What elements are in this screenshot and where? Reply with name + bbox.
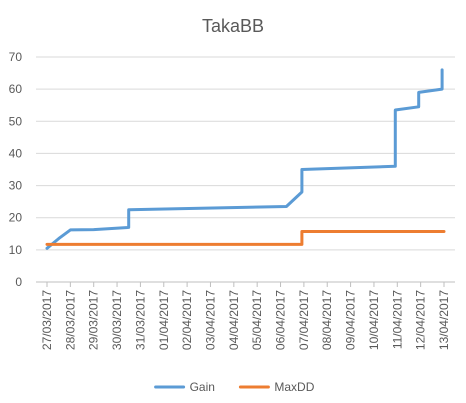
legend-label: Gain — [190, 380, 215, 394]
x-tick-label: 31/03/2017 — [133, 290, 147, 350]
series-line-gain — [45, 68, 444, 250]
x-tick-label: 05/04/2017 — [250, 290, 264, 350]
x-tick-label: 12/04/2017 — [414, 290, 428, 350]
x-tick-label: 08/04/2017 — [320, 290, 334, 350]
y-axis: 0 10 20 30 40 50 60 70 — [9, 50, 23, 289]
x-tick-label: 29/03/2017 — [87, 290, 101, 350]
y-tick-label: 30 — [9, 179, 23, 193]
y-tick-label: 10 — [9, 243, 23, 257]
legend-item-gain: Gain — [154, 380, 215, 394]
x-tick-label: 13/04/2017 — [437, 290, 451, 350]
x-tick-label: 28/03/2017 — [63, 290, 77, 350]
x-tick-label: 27/03/2017 — [40, 290, 54, 350]
x-tick-label: 03/04/2017 — [203, 290, 217, 350]
x-tick-label: 04/04/2017 — [227, 290, 241, 350]
legend: Gain MaxDD — [154, 380, 315, 394]
series-layer — [45, 68, 446, 250]
x-tick-label: 11/04/2017 — [390, 290, 404, 349]
x-tick-label: 02/04/2017 — [180, 290, 194, 350]
legend-item-maxdd: MaxDD — [238, 380, 315, 394]
chart-title: TakaBB — [202, 16, 264, 36]
y-tick-label: 50 — [9, 114, 23, 128]
y-tick-label: 70 — [9, 50, 23, 64]
y-tick-label: 20 — [9, 211, 23, 225]
x-axis: 27/03/2017 28/03/2017 29/03/2017 30/03/2017… — [36, 281, 455, 350]
legend-label: MaxDD — [274, 380, 314, 394]
x-tick-label: 06/04/2017 — [274, 290, 288, 350]
x-tick-label: 09/04/2017 — [344, 290, 358, 350]
y-tick-label: 60 — [9, 82, 23, 96]
series-line-maxdd — [45, 230, 446, 246]
x-tick-label: 01/04/2017 — [157, 290, 171, 350]
y-tick-label: 40 — [9, 146, 23, 160]
grid-layer — [36, 56, 455, 283]
x-tick-label: 07/04/2017 — [297, 290, 311, 350]
y-tick-label: 0 — [15, 275, 22, 289]
x-tick-label: 30/03/2017 — [110, 290, 124, 350]
x-tick-label: 10/04/2017 — [367, 290, 381, 350]
